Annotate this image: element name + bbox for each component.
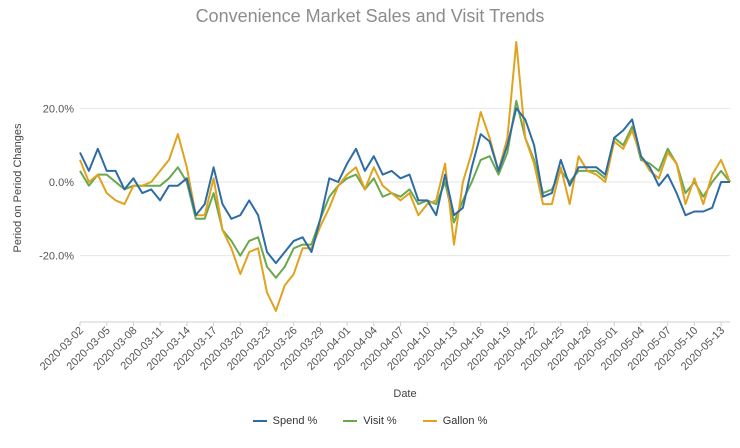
y-axis-label: Period on Period Changes [12, 123, 24, 253]
legend-swatch [252, 420, 267, 422]
series-line-spend [79, 107, 730, 265]
y-tick-label: -20.0% [39, 251, 74, 263]
legend-item[interactable]: Visit % [343, 415, 397, 427]
legend-swatch [343, 420, 358, 422]
grid-lines [80, 107, 730, 323]
series-line-visit [79, 99, 731, 279]
series-line-gallon [79, 41, 731, 312]
legend: Spend % Visit % Gallon % [0, 415, 740, 427]
legend-item[interactable]: Spend % [252, 415, 318, 427]
y-axis-ticks: 20.0% 0.0% -20.0% [39, 103, 74, 262]
legend-label: Visit % [363, 415, 397, 427]
legend-label: Gallon % [442, 415, 488, 427]
series-lines [79, 41, 731, 312]
x-axis-label: Date [393, 388, 416, 400]
y-tick-label: 20.0% [43, 103, 74, 115]
x-axis-ticks: 2020-03-022020-03-052020-03-082020-03-11… [38, 322, 727, 373]
y-tick-label: 0.0% [49, 177, 74, 189]
legend-swatch [422, 420, 437, 422]
legend-item[interactable]: Gallon % [422, 415, 488, 427]
chart-title: Convenience Market Sales and Visit Trend… [195, 6, 545, 26]
legend-label: Spend % [272, 415, 318, 427]
